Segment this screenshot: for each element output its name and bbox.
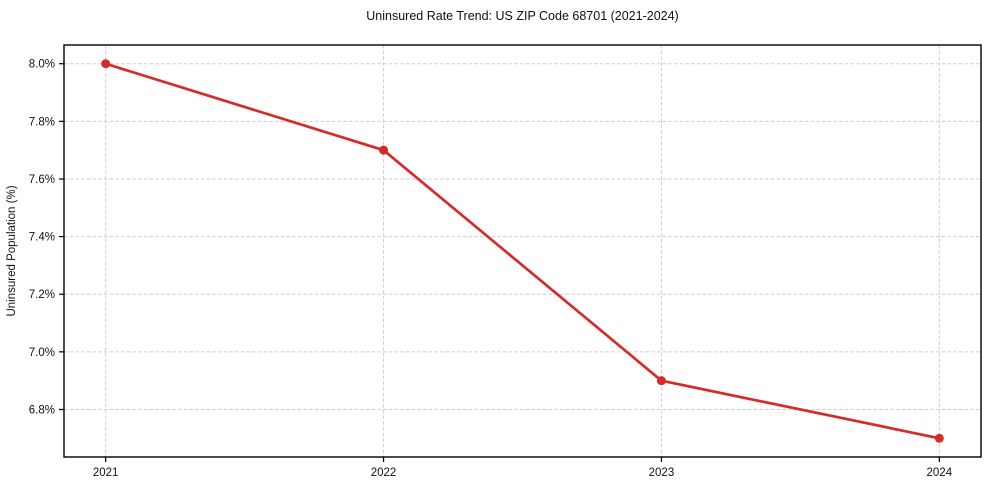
y-tick-label: 7.8%	[29, 116, 55, 128]
x-tick-label: 2023	[649, 467, 675, 479]
data-point	[101, 59, 111, 69]
trend-line	[104, 62, 941, 440]
x-tick-label: 2021	[93, 467, 119, 479]
y-tick-label: 8.0%	[29, 59, 55, 71]
plot-border	[63, 44, 982, 458]
y-tick-label: 6.8%	[29, 404, 55, 416]
y-tick-label: 7.2%	[29, 289, 55, 301]
chart-title: Uninsured Rate Trend: US ZIP Code 68701 …	[366, 9, 679, 23]
data-point	[656, 376, 666, 386]
y-axis-label: Uninsured Population (%)	[6, 185, 18, 316]
y-tick-label: 7.4%	[29, 232, 55, 244]
data-point	[934, 433, 944, 443]
y-tick-label: 7.0%	[29, 347, 55, 359]
data-point	[379, 145, 389, 155]
y-tick-label: 7.6%	[29, 174, 55, 186]
x-tick-label: 2022	[371, 467, 397, 479]
x-tick-label: 2024	[927, 467, 953, 479]
